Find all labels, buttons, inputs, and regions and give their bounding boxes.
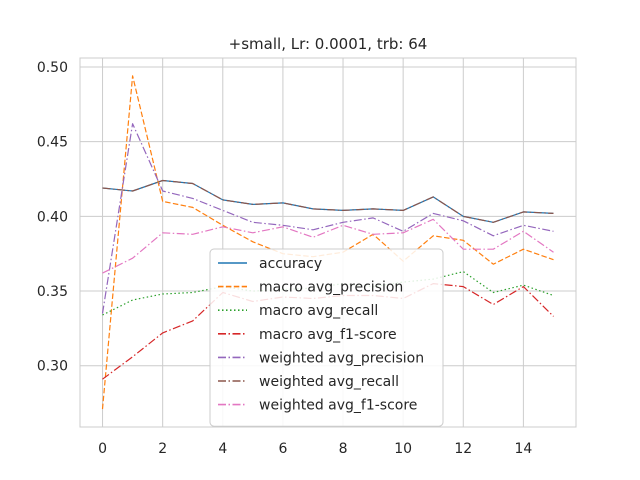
y-tick-label: 0.45 <box>37 135 68 151</box>
series-line-4 <box>101 123 554 314</box>
legend-label: weighted avg_precision <box>259 350 424 366</box>
legend-label: weighted avg_f1-score <box>259 398 417 414</box>
y-tick-label: 0.40 <box>37 209 68 225</box>
series-line-6 <box>102 218 554 274</box>
legend-label: accuracy <box>259 256 322 272</box>
series-line-3 <box>102 283 554 380</box>
y-tick-label: 0.30 <box>37 359 68 375</box>
y-axis: 0.30 0.35 0.40 0.45 0.50 <box>37 60 68 375</box>
chart-title: +small, Lr: 0.0001, trb: 64 <box>229 35 428 53</box>
x-tick-label: 12 <box>454 441 472 457</box>
x-tick-label: 6 <box>278 441 287 457</box>
x-axis: 0 2 4 6 8 10 12 14 <box>98 441 532 457</box>
x-tick-label: 14 <box>514 441 532 457</box>
y-tick-label: 0.35 <box>37 284 68 300</box>
legend-label: macro avg_recall <box>259 303 378 319</box>
x-tick-label: 8 <box>339 441 348 457</box>
legend-label: macro avg_precision <box>259 280 403 296</box>
legend-box <box>209 248 444 427</box>
x-tick-label: 10 <box>394 441 412 457</box>
x-tick-label: 4 <box>218 441 227 457</box>
x-tick-label: 0 <box>98 441 107 457</box>
legend-label: macro avg_f1-score <box>259 327 397 343</box>
legend-label: weighted avg_recall <box>259 374 399 390</box>
y-tick-label: 0.50 <box>37 60 68 76</box>
series-line-5 <box>102 179 554 223</box>
x-tick-label: 2 <box>158 441 167 457</box>
